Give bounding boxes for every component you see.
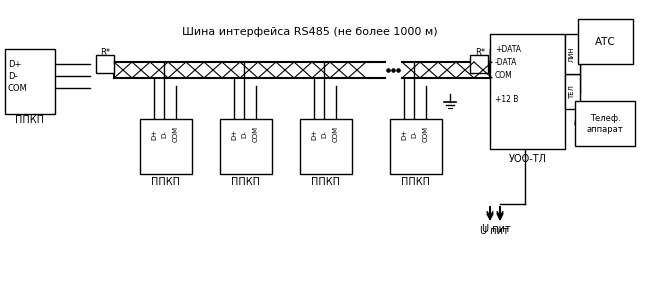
Bar (490, 34, 565, 149)
Text: ППКП: ППКП (151, 177, 181, 187)
Text: D-: D- (241, 130, 247, 138)
Bar (578, 19, 633, 64)
Text: COM: COM (333, 126, 339, 142)
Text: COM: COM (423, 126, 429, 142)
Text: COM: COM (173, 126, 179, 142)
Text: R*: R* (100, 48, 110, 56)
Bar (140, 119, 192, 174)
Text: D-: D- (161, 130, 167, 138)
Bar (565, 74, 580, 109)
Text: COM: COM (8, 83, 28, 93)
Text: D+: D+ (311, 128, 317, 140)
Bar (390, 119, 442, 174)
Text: D-: D- (8, 71, 18, 81)
Text: D-: D- (321, 130, 327, 138)
Text: +DATA: +DATA (495, 44, 521, 54)
Bar (220, 119, 272, 174)
Text: АТС: АТС (595, 37, 616, 47)
Text: U пит: U пит (480, 226, 508, 236)
Text: ППКП: ППКП (402, 177, 430, 187)
Text: D+: D+ (8, 59, 21, 69)
Text: ТЕЛ: ТЕЛ (569, 85, 575, 99)
Text: УОО-ТЛ: УОО-ТЛ (508, 154, 547, 164)
Text: ППКП: ППКП (16, 115, 44, 125)
Bar (575, 101, 635, 146)
Text: D+: D+ (401, 128, 407, 140)
Text: +12 В: +12 В (495, 94, 519, 103)
Bar (565, 34, 580, 74)
Bar (96, 55, 114, 73)
Bar (470, 55, 488, 73)
Text: R*: R* (475, 48, 485, 56)
Text: ППКП: ППКП (311, 177, 341, 187)
Bar (300, 119, 352, 174)
Text: D-: D- (411, 130, 417, 138)
Text: COM: COM (495, 71, 513, 79)
Text: Шина интерфейса RS485 (не более 1000 м): Шина интерфейса RS485 (не более 1000 м) (182, 27, 438, 37)
Text: D+: D+ (151, 128, 157, 140)
Bar (5, 49, 55, 114)
Text: ЛИН: ЛИН (569, 46, 575, 62)
Text: D+: D+ (231, 128, 237, 140)
Text: U пит: U пит (482, 224, 510, 234)
Text: ППКП: ППКП (231, 177, 261, 187)
Text: COM: COM (253, 126, 259, 142)
Text: -DATA: -DATA (495, 58, 517, 66)
Text: Телеф.
аппарат: Телеф. аппарат (586, 114, 623, 134)
